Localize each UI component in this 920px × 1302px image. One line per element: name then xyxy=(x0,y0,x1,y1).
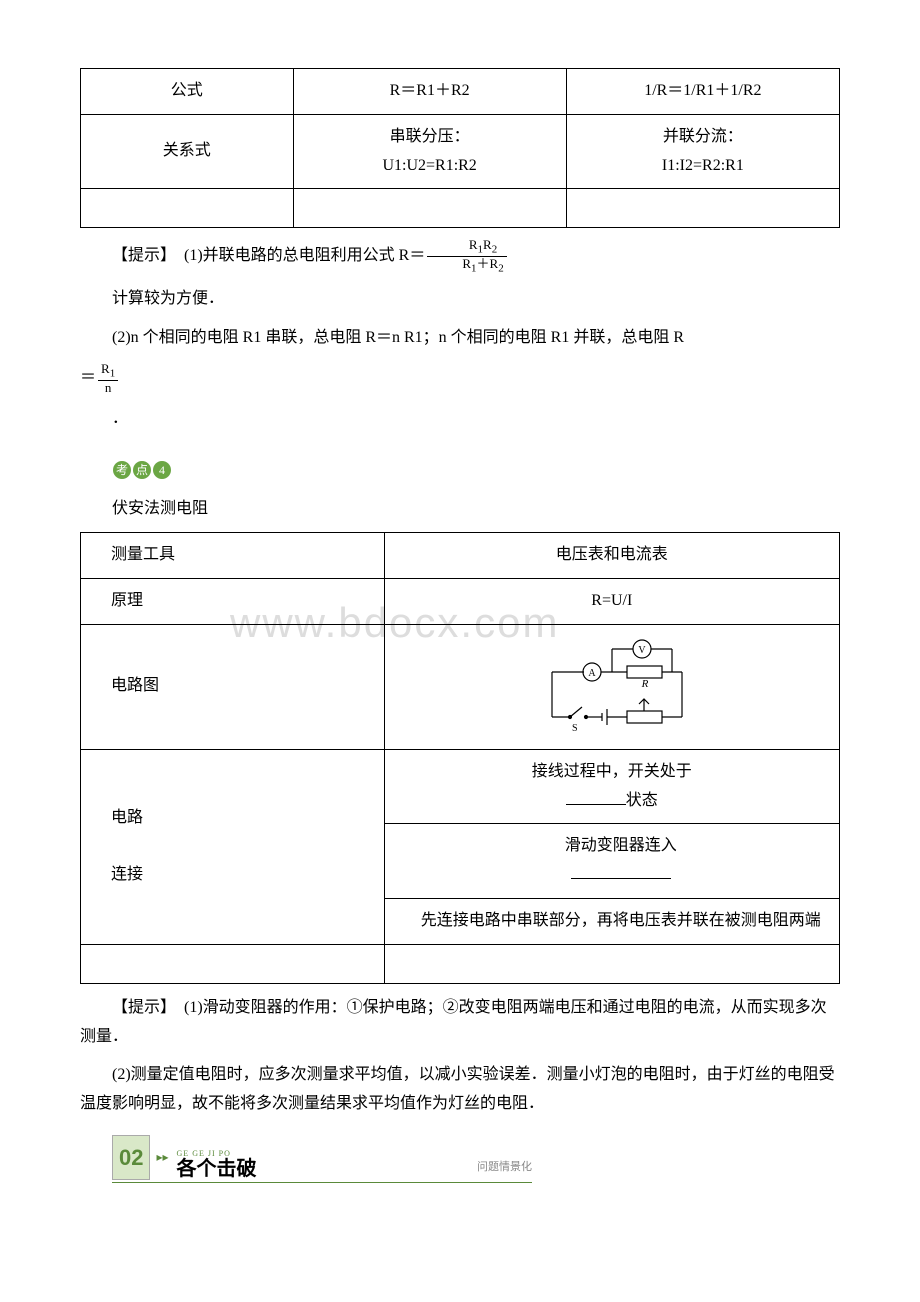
cell-value: 电压表和电流表 xyxy=(384,533,839,579)
circuit-diagram: V A R xyxy=(532,637,692,737)
hint-paragraph: ． xyxy=(80,405,840,434)
hint-paragraph: 【提示】 (1)滑动变阻器的作用：①保护电路；②改变电阻两端电压和通过电阻的电流… xyxy=(80,994,840,1052)
hint-paragraph: (2)测量定值电阻时，应多次测量求平均值，以减小实验误差．测量小灯泡的电阻时，由… xyxy=(80,1061,840,1119)
hint-paragraph: 计算较为方便． xyxy=(80,285,840,314)
text: ＝ xyxy=(80,370,96,387)
section-title: 各个击破 xyxy=(177,1158,257,1180)
page-content: 公式 R＝R1＋R2 1/R＝1/R1＋1/R2 关系式 串联分压： U1:U2… xyxy=(80,68,840,1183)
svg-text:R: R xyxy=(640,678,648,690)
table-row-empty xyxy=(81,189,840,228)
text: R xyxy=(462,256,471,271)
fraction: R1R2 R1＋R2 xyxy=(427,238,506,274)
table-row: 测量工具 电压表和电流表 xyxy=(81,533,840,579)
table-row: 关系式 串联分压： U1:U2=R1:R2 并联分流： I1:I2=R2:R1 xyxy=(81,114,840,189)
cell-value: R=U/I xyxy=(384,578,839,624)
cell-circuit: V A R xyxy=(384,624,839,749)
text: 状态 xyxy=(626,792,658,809)
section-subtitle: 伏安法测电阻 xyxy=(80,495,840,524)
method-table: 测量工具 电压表和电流表 原理 R=U/I 电路图 V xyxy=(80,532,840,984)
text: 并联分流： xyxy=(663,128,743,145)
fill-blank xyxy=(571,862,671,879)
text: 串联分压： xyxy=(390,128,470,145)
cell-value: 1/R＝1/R1＋1/R2 xyxy=(566,69,839,115)
cell-value: 接线过程中，开关处于 状态 xyxy=(384,749,839,824)
arrow-icon: ▸▸ xyxy=(156,1147,168,1169)
text: ＋R xyxy=(477,256,499,271)
badge-char: 点 xyxy=(133,461,151,479)
cell-label: 原理 xyxy=(81,578,385,624)
text: R xyxy=(469,237,478,252)
text: 接线过程中，开关处于 xyxy=(532,763,692,780)
section-header: 02 ▸▸ GE GE JI PO 各个击破 问题情景化 xyxy=(112,1135,532,1184)
text: 电路 xyxy=(111,809,143,826)
cell-label: 公式 xyxy=(81,69,294,115)
badge-char: 4 xyxy=(153,461,171,479)
cell-value: 并联分流： I1:I2=R2:R1 xyxy=(566,114,839,189)
fill-blank xyxy=(566,788,626,805)
text: 连接 xyxy=(111,866,143,883)
hint-paragraph: 【提示】 (1)并联电路的总电阻利用公式 R＝ R1R2 R1＋R2 xyxy=(80,238,840,274)
formula-table: 公式 R＝R1＋R2 1/R＝1/R1＋1/R2 关系式 串联分压： U1:U2… xyxy=(80,68,840,228)
cell-label: 测量工具 xyxy=(81,533,385,579)
text: 滑动变阻器连入 xyxy=(565,837,677,854)
svg-text:S: S xyxy=(572,723,578,734)
table-row: 电路图 V A R xyxy=(81,624,840,749)
hint-paragraph: ＝ R1 n xyxy=(80,362,840,395)
cell-value: 滑动变阻器连入 xyxy=(384,824,839,899)
svg-text:A: A xyxy=(588,668,596,679)
table-row: 电路 连接 接线过程中，开关处于 状态 xyxy=(81,749,840,824)
badge-char: 考 xyxy=(113,461,131,479)
table-row-empty xyxy=(81,944,840,983)
table-row: 原理 R=U/I xyxy=(81,578,840,624)
section-badge: 考点4 xyxy=(108,456,176,485)
text: 【提示】 (1)并联电路的总电阻利用公式 R＝ xyxy=(112,247,425,264)
cell-value: R＝R1＋R2 xyxy=(293,69,566,115)
section-title-block: GE GE JI PO 各个击破 xyxy=(177,1150,257,1181)
cell-label: 关系式 xyxy=(81,114,294,189)
text: I1:I2=R2:R1 xyxy=(662,157,744,174)
table-row: 公式 R＝R1＋R2 1/R＝1/R1＋1/R2 xyxy=(81,69,840,115)
cell-value: 先连接电路中串联部分，再将电压表并联在被测电阻两端 xyxy=(384,898,839,944)
section-number: 02 xyxy=(112,1135,150,1181)
section-subtitle: 问题情景化 xyxy=(477,1158,532,1181)
svg-text:V: V xyxy=(638,645,646,656)
cell-label: 电路 连接 xyxy=(81,749,385,944)
hint-paragraph: (2)n 个相同的电阻 R1 串联，总电阻 R＝n R1；n 个相同的电阻 R1… xyxy=(80,324,840,353)
text: U1:U2=R1:R2 xyxy=(382,157,476,174)
text: R xyxy=(101,361,110,376)
fraction: R1 n xyxy=(98,362,118,395)
cell-label: 电路图 xyxy=(81,624,385,749)
cell-value: 串联分压： U1:U2=R1:R2 xyxy=(293,114,566,189)
